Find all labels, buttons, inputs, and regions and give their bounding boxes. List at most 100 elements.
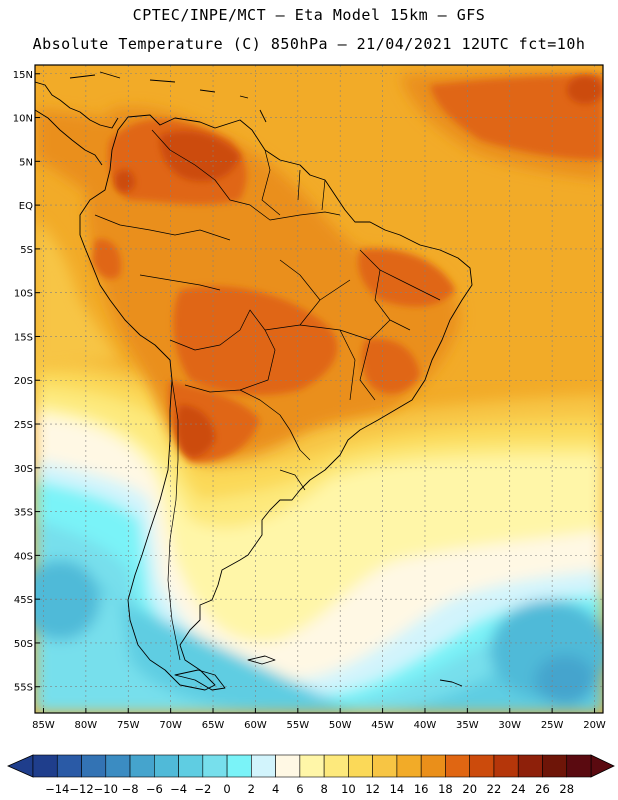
lat-tick-label: 35S <box>14 508 33 519</box>
lat-tick-label: EQ <box>19 201 33 212</box>
border-brazil-states <box>359 249 441 401</box>
colorbar-swatch <box>81 754 107 778</box>
lat-tick-label: 25S <box>14 420 33 431</box>
colorbar-swatch <box>251 754 276 778</box>
map-frame <box>34 64 604 714</box>
colorbar-label: −14 <box>45 782 69 796</box>
temp-band-22-atlantic <box>567 76 603 104</box>
map-title-line2: Absolute Temperature (C) 850hPa – 21/04/… <box>32 35 586 53</box>
colorbar-swatch <box>396 754 422 778</box>
colorbar-swatch <box>493 754 519 778</box>
border-argentina-uruguay <box>279 469 306 491</box>
lon-tick-label: 25W <box>541 720 564 731</box>
lon-tick-label: 45W <box>371 720 394 731</box>
colorbar-swatch <box>542 754 568 778</box>
colorbar-label: 24 <box>511 782 526 796</box>
colorbar-label: −8 <box>122 782 139 796</box>
temp-band-22-venezuela-west <box>115 169 135 193</box>
colorbar-label: −10 <box>94 782 118 796</box>
colorbar-label: 16 <box>414 782 429 796</box>
colorbar-label: −12 <box>69 782 93 796</box>
temp-band-14-pacific <box>35 220 120 370</box>
tierra-del-fuego <box>174 655 463 691</box>
colorbar-label: 6 <box>296 782 303 796</box>
lon-tick-label: 30W <box>498 720 521 731</box>
colorbar-min-arrow <box>7 754 34 778</box>
lat-tick-label: 10N <box>13 114 33 125</box>
colorbar-swatch <box>154 754 179 778</box>
colorbar-label: −4 <box>170 782 187 796</box>
colorbar-swatch <box>348 754 373 778</box>
lon-tick-label: 60W <box>244 720 267 731</box>
temperature-field <box>35 65 603 713</box>
lon-tick-label: 75W <box>117 720 140 731</box>
colorbar-label: 2 <box>248 782 255 796</box>
colorbar-label: −2 <box>194 782 211 796</box>
south-america-coastline <box>79 114 473 691</box>
lon-tick-label: 35W <box>456 720 479 731</box>
colorbar-swatch <box>372 754 398 778</box>
colorbar-swatch <box>323 754 349 778</box>
colorbar-label: −6 <box>146 782 163 796</box>
temp-band-20-northeast <box>358 249 455 307</box>
coastlines <box>35 71 473 691</box>
colorbar: −14 −12 −10 −8 −6 −4 −2 0 2 4 6 8 10 12 14 16 18 20 22 24 26… <box>7 754 615 796</box>
lat-tick-label: 20S <box>14 376 33 387</box>
colorbar-swatch <box>202 754 228 778</box>
colorbar-swatch <box>32 754 58 778</box>
colorbar-swatch <box>420 754 446 778</box>
lon-tick-label: 50W <box>329 720 352 731</box>
border-colombia-peru-ecuador <box>94 214 231 241</box>
border-brazil-interior <box>264 259 371 401</box>
colorbar-label: 28 <box>559 782 574 796</box>
colorbar-swatch <box>105 754 131 778</box>
lon-tick-label: 80W <box>75 720 98 731</box>
temp-band-22-gran-chaco <box>176 405 215 457</box>
lat-tick-label: 15N <box>13 70 33 81</box>
lon-tick-label: 20W <box>583 720 606 731</box>
colorbar-swatch <box>275 754 301 778</box>
lat-tick-label: 40S <box>14 551 33 562</box>
colorbar-swatch <box>129 754 155 778</box>
lat-tick-label: 5S <box>20 245 33 256</box>
border-peru-brazil <box>139 274 221 291</box>
lat-tick-label: 55S <box>14 683 33 694</box>
colorbar-label: 20 <box>462 782 477 796</box>
colorbar-label: 0 <box>223 782 230 796</box>
lat-tick-label: 5N <box>19 157 33 168</box>
lat-tick-label: 50S <box>14 639 33 650</box>
colorbar-label: 26 <box>535 782 550 796</box>
temp-band-neg4-west <box>35 560 100 640</box>
lon-tick-label: 70W <box>159 720 182 731</box>
colorbar-label: 4 <box>272 782 279 796</box>
lon-tick-label: 40W <box>414 720 437 731</box>
border-venezuela-guyana <box>261 149 281 216</box>
colorbar-swatch <box>517 754 543 778</box>
colorbar-swatch <box>226 754 252 778</box>
map-title-line1: CPTEC/INPE/MCT – Eta Model 15km – GFS <box>132 6 486 24</box>
lat-tick-label: 10S <box>14 289 33 300</box>
colorbar-max-arrow <box>590 754 615 778</box>
colorbar-label: 12 <box>365 782 380 796</box>
colorbar-label: 8 <box>320 782 327 796</box>
colorbar-label: 14 <box>390 782 405 796</box>
border-argentina-chile <box>167 379 181 661</box>
lat-tick-label: 30S <box>14 464 33 475</box>
colorbar-swatch <box>299 754 325 778</box>
colorbar-swatch <box>469 754 495 778</box>
lon-tick-label: 55W <box>286 720 309 731</box>
temp-band-18-caribbean <box>35 110 110 200</box>
border-colombia-venezuela <box>151 129 251 206</box>
caribbean-islands <box>69 71 267 123</box>
border-argentina-brazil <box>289 429 311 461</box>
central-america-coastline <box>35 81 119 166</box>
colorbar-label: 22 <box>487 782 502 796</box>
border-brazil-north <box>249 204 341 221</box>
lat-tick-label: 45S <box>14 595 33 606</box>
colorbar-label: 10 <box>341 782 356 796</box>
colorbar-swatch <box>178 754 204 778</box>
colorbar-label: 18 <box>438 782 453 796</box>
colorbar-swatch <box>56 754 82 778</box>
colorbar-swatch <box>445 754 470 778</box>
